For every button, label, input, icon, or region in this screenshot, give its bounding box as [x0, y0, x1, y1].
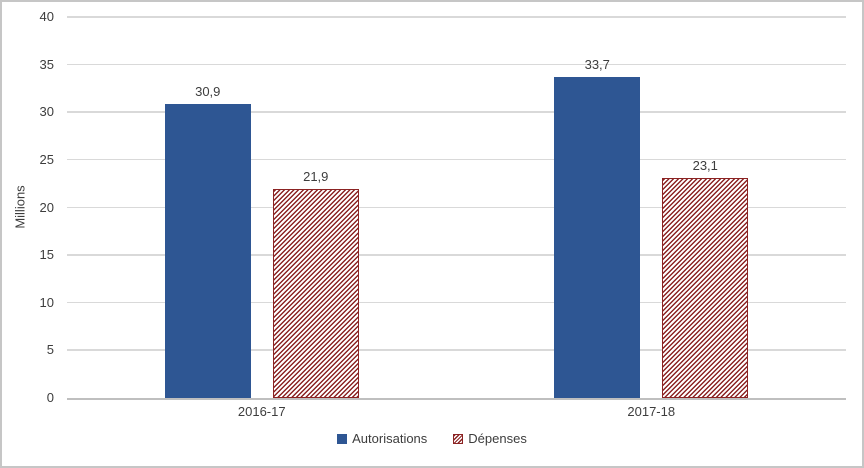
legend: Autorisations Dépenses	[0, 431, 864, 446]
legend-label-depenses: Dépenses	[468, 431, 527, 446]
y-tick-label: 25	[39, 151, 54, 167]
value-label-depenses-2016-17: 21,9	[303, 169, 329, 185]
legend-item-autorisations: Autorisations	[337, 431, 427, 446]
value-label-depenses-2017-18: 23,1	[692, 157, 718, 173]
gridline	[67, 158, 846, 161]
bar-autorisations-2017-18	[554, 77, 641, 398]
category-group-2016-17: 30,9 21,9	[67, 17, 457, 398]
y-axis-labels: 0 5 10 15 20 25 30 35 40	[0, 10, 58, 405]
gridline	[67, 206, 846, 208]
category-group-2017-18: 33,7 23,1	[457, 17, 847, 398]
gridline	[67, 254, 846, 256]
y-tick-label: 30	[39, 104, 54, 120]
value-label-autorisations-2016-17: 30,9	[195, 83, 221, 99]
y-tick-label: 15	[39, 247, 54, 263]
legend-label-autorisations: Autorisations	[352, 431, 428, 446]
legend-item-depenses: Dépenses	[453, 431, 527, 446]
x-axis-labels: 2016-17 2017-18	[67, 404, 846, 420]
bar-slot: 21,9	[272, 17, 359, 398]
gridline	[67, 111, 846, 113]
plot-area: 30,9 21,9 33,7 23,1	[67, 16, 846, 400]
y-tick-label: 40	[39, 9, 54, 24]
bar-depenses-2017-18	[662, 177, 749, 398]
bar-slot: 30,9	[164, 17, 251, 398]
y-tick-label: 5	[46, 342, 54, 358]
legend-marker-depenses-icon	[453, 433, 464, 444]
gridline	[67, 301, 846, 304]
x-label-2017-18: 2017-18	[627, 404, 676, 419]
bar-autorisations-2016-17	[164, 103, 251, 398]
legend-marker-autorisations-icon	[337, 433, 348, 444]
x-label-2016-17: 2016-17	[237, 404, 286, 419]
y-tick-label: 35	[39, 56, 54, 72]
bar-slot: 23,1	[662, 17, 749, 398]
y-tick-label: 20	[39, 199, 54, 215]
gridline	[67, 349, 846, 351]
gridline	[67, 63, 846, 66]
bar-slot: 33,7	[554, 17, 641, 398]
gridline	[67, 16, 846, 18]
bar-groups: 30,9 21,9 33,7 23,1	[67, 17, 846, 398]
y-tick-label: 0	[46, 390, 54, 405]
bar-depenses-2016-17	[272, 189, 359, 398]
y-tick-label: 10	[39, 294, 54, 310]
value-label-autorisations-2017-18: 33,7	[584, 57, 610, 73]
